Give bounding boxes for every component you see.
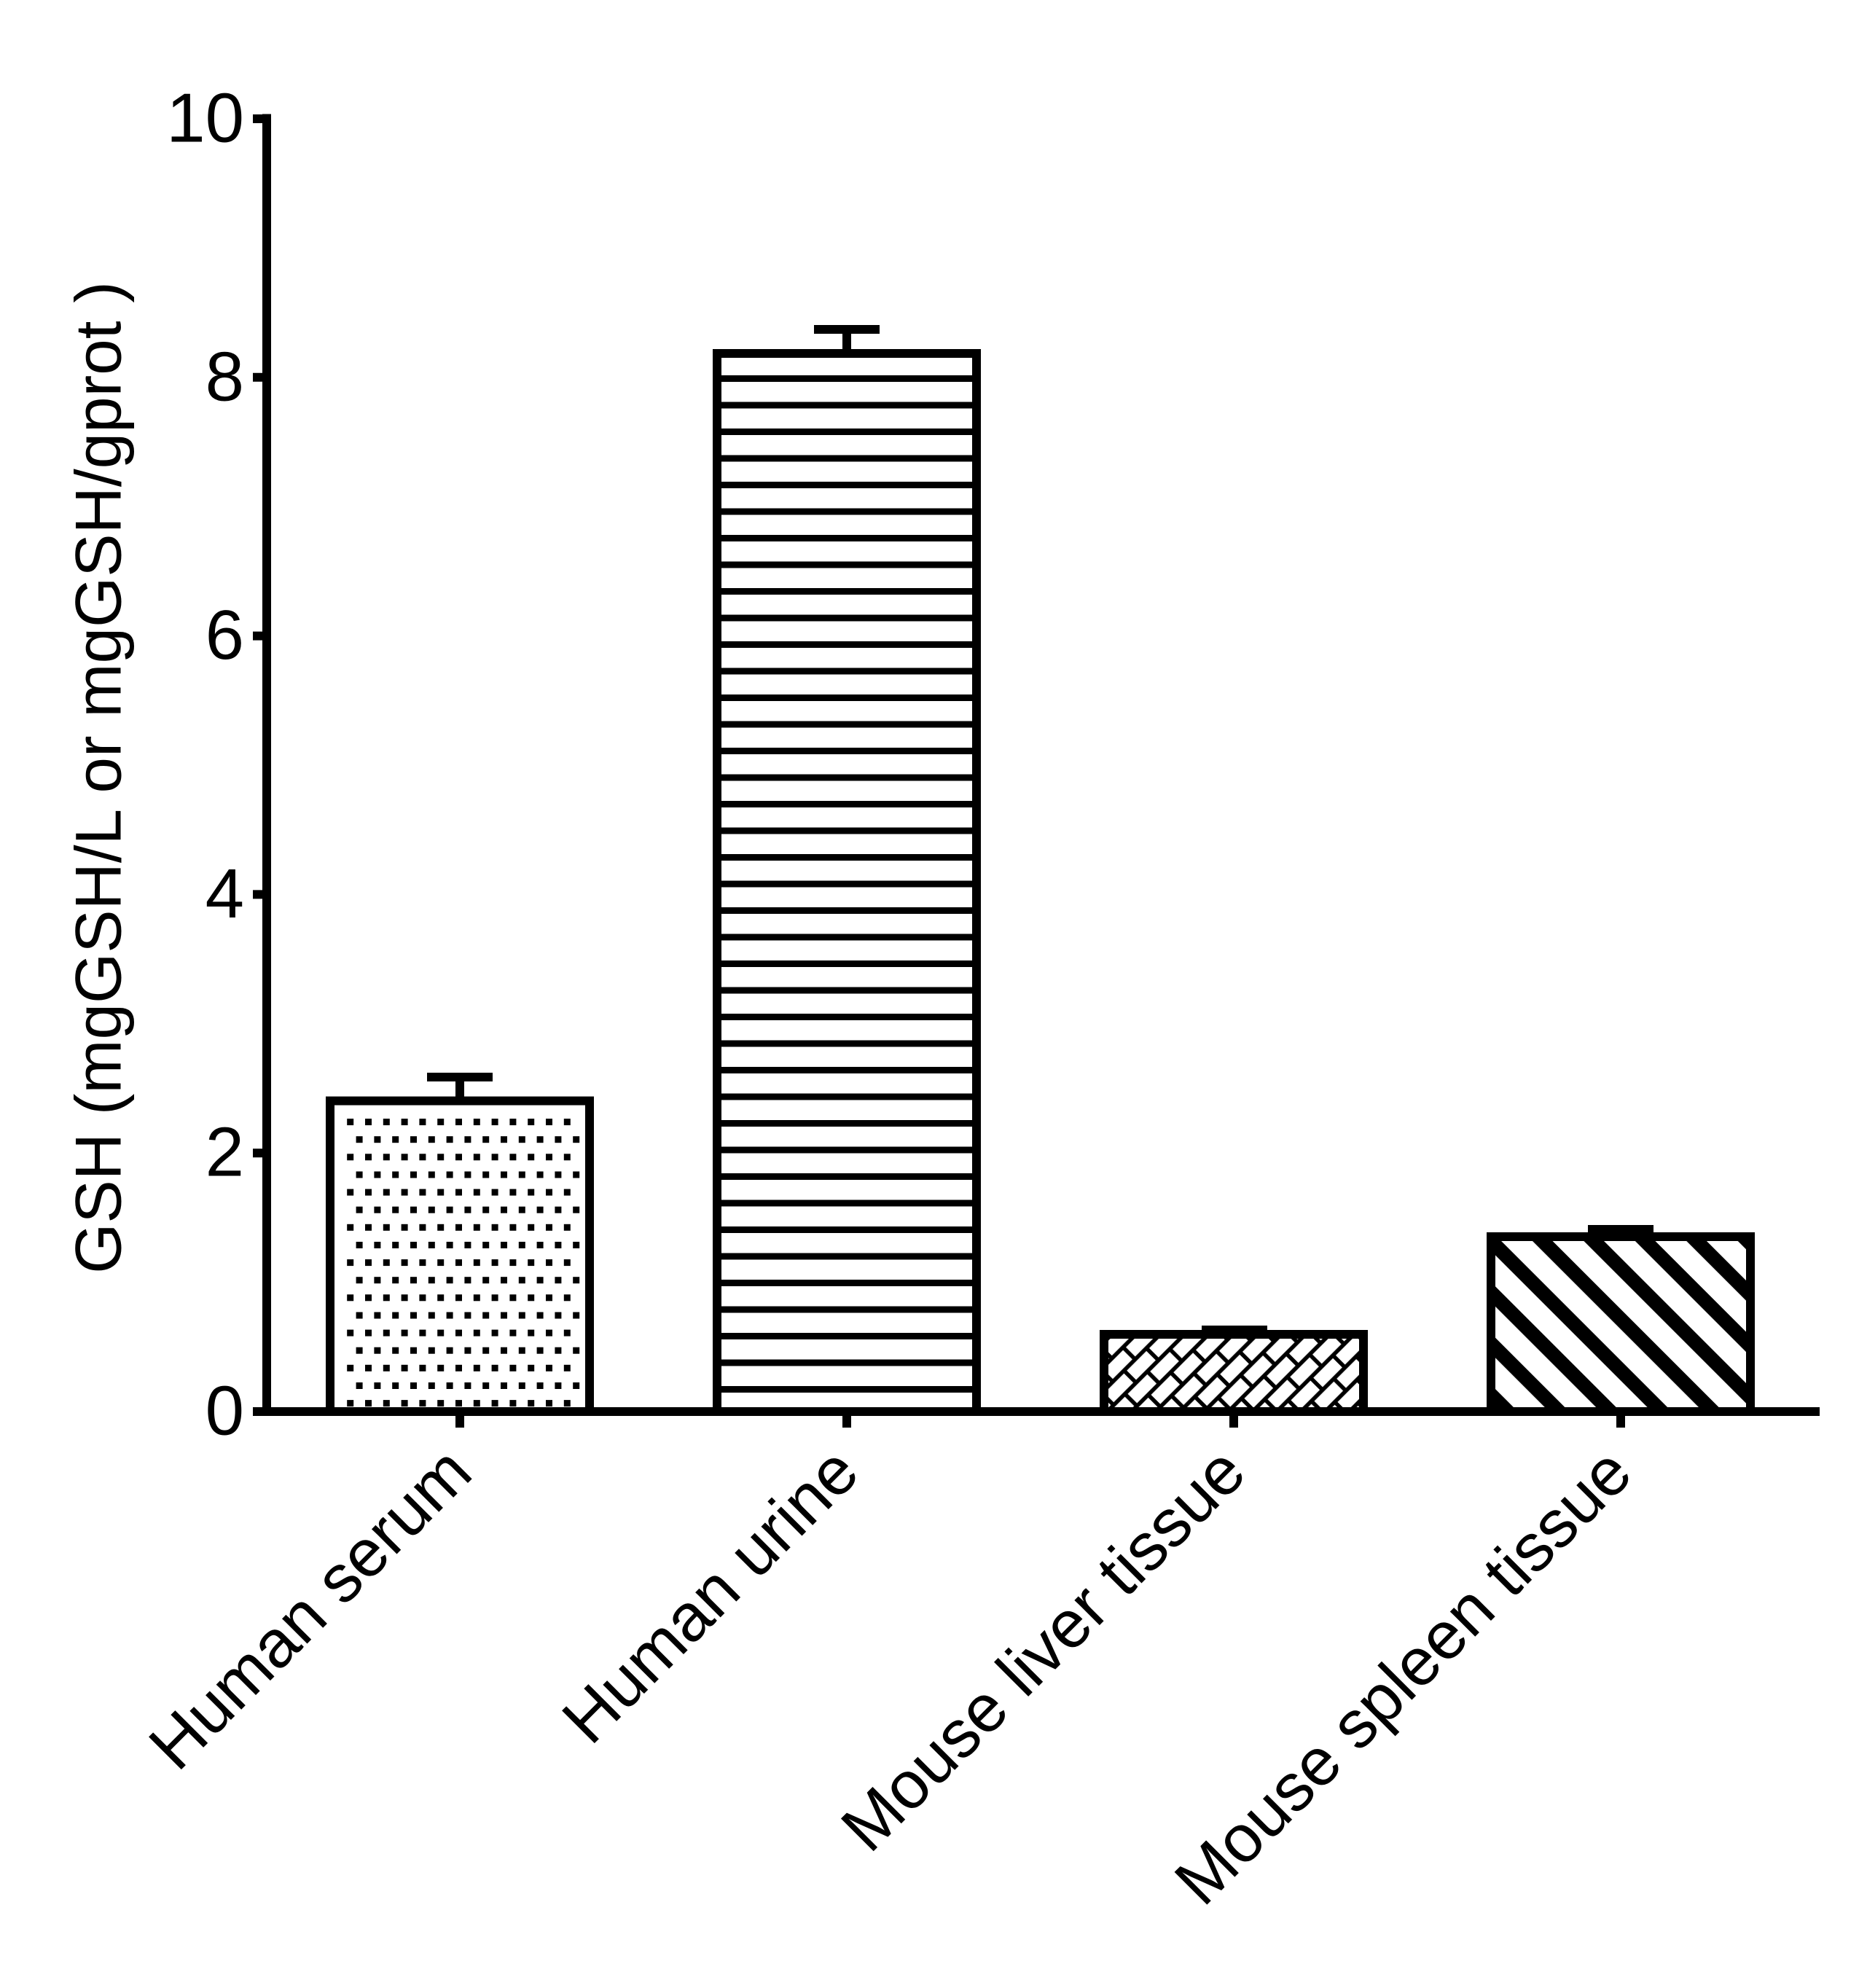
svg-text:2: 2 [206,1114,244,1191]
svg-text:GSH (mgGSH/L or mgGSH/gprot ): GSH (mgGSH/L or mgGSH/gprot ) [62,281,135,1274]
svg-text:4: 4 [206,855,244,933]
svg-text:8: 8 [206,337,244,415]
svg-text:10: 10 [166,79,244,157]
svg-text:0: 0 [206,1372,244,1450]
svg-text:6: 6 [206,596,244,674]
